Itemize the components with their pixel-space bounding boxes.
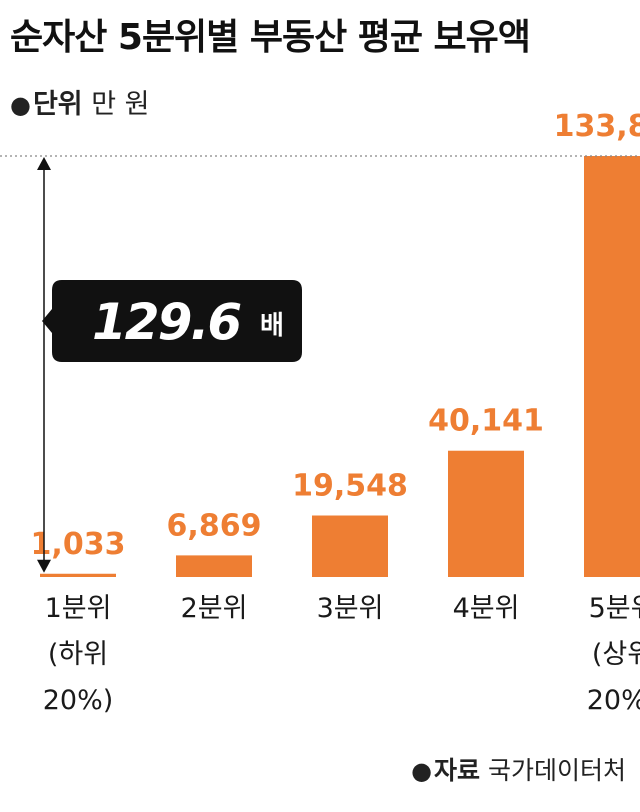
- tick-labels-layer: 1분위 (하위 20%) 2분위 3분위 4분위 5분위 (상위 20%): [43, 593, 640, 716]
- bullet-icon: ●: [411, 757, 433, 785]
- tick-label: 2분위: [181, 593, 248, 624]
- value-label: 19,548: [292, 469, 408, 504]
- tick-label: 1분위: [45, 593, 112, 624]
- arrow-down-icon: [37, 559, 51, 573]
- value-label: 40,141: [428, 404, 544, 439]
- tick-label: 3분위: [317, 593, 384, 624]
- tick-label: 20%): [43, 685, 114, 716]
- callout-number: 129.6: [92, 293, 241, 351]
- tick-label: 5분위: [589, 593, 640, 624]
- value-label: 6,869: [167, 508, 262, 543]
- callout-suffix: 배: [260, 311, 284, 341]
- tick-label: (상위: [592, 639, 640, 670]
- bar-1: [40, 573, 116, 577]
- callout-box: [42, 280, 302, 362]
- unit-key: 단위: [32, 89, 83, 120]
- tick-label: 20%): [587, 685, 640, 716]
- tick-label: (하위: [48, 639, 108, 670]
- bullet-icon: ●: [10, 91, 31, 119]
- unit-value: 만 원: [91, 89, 150, 120]
- bars-layer: [40, 156, 640, 577]
- bar-4: [448, 450, 524, 577]
- bar-2: [176, 555, 252, 577]
- source-note: ●자료 국가데이터처: [411, 751, 626, 787]
- value-labels-layer: 1,033 6,869 19,548 40,141 133,828: [31, 109, 640, 562]
- chart-title: 순자산 5분위별 부동산 평균 보유액: [10, 17, 531, 58]
- ratio-annotation: 129.6 배: [0, 155, 640, 573]
- tick-label: 4분위: [453, 593, 520, 624]
- bar-5: [584, 156, 640, 577]
- value-label: 133,828: [554, 109, 640, 144]
- arrow-up-icon: [37, 157, 51, 170]
- value-label: 1,033: [31, 527, 126, 562]
- bar-3: [312, 515, 388, 577]
- unit-note: ●단위 만 원: [10, 82, 150, 121]
- source-key: 자료: [434, 756, 481, 785]
- source-value: 국가데이터처: [487, 756, 626, 785]
